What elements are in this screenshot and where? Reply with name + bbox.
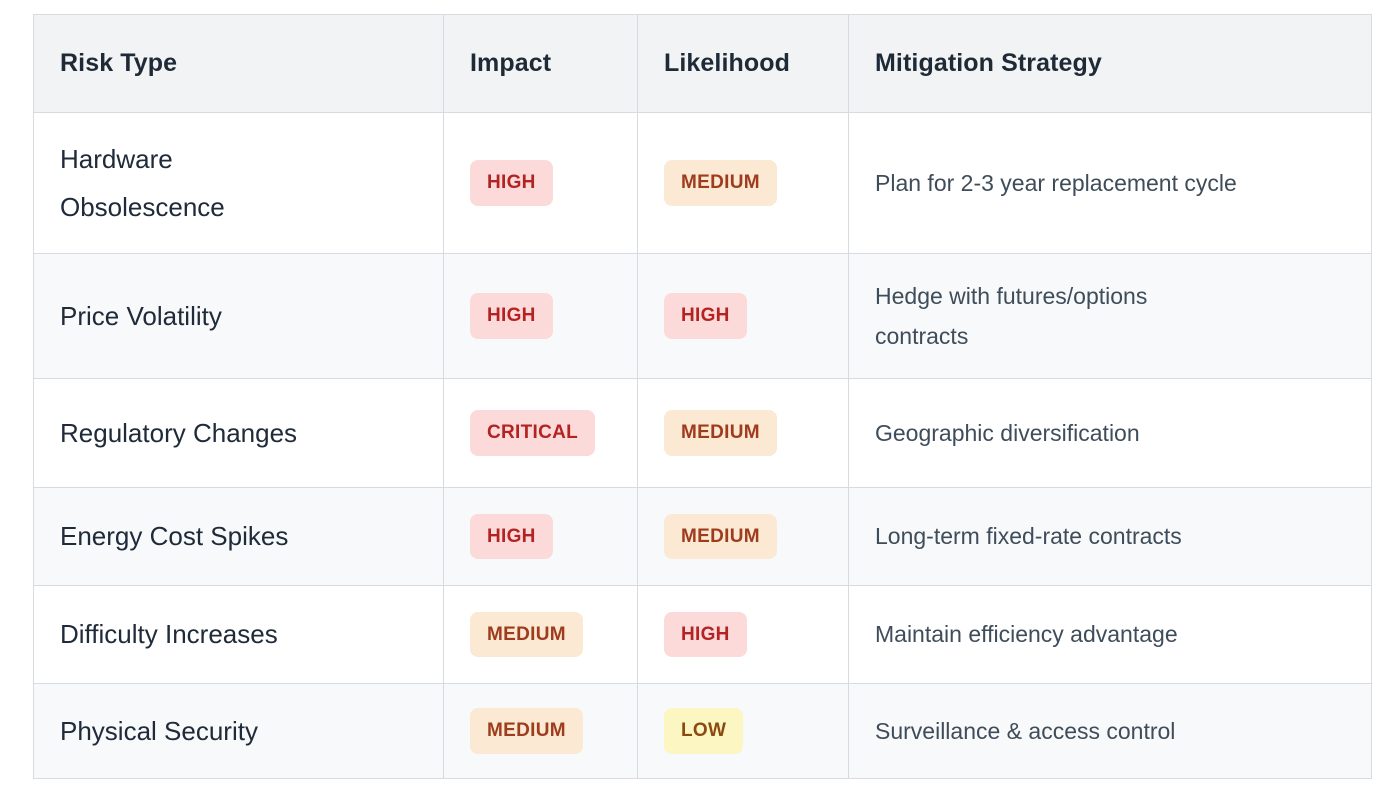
risk-type-label: Hardware Obsolescence [60, 143, 225, 222]
column-header-impact: Impact [443, 14, 638, 113]
mitigation-label: Maintain efficiency advantage [875, 621, 1178, 648]
header-row: Risk Type Impact Likelihood Mitigation S… [33, 14, 1372, 113]
column-header-mitigation-strategy: Mitigation Strategy [848, 14, 1372, 113]
risk-type-cell: Hardware Obsolescence [33, 112, 444, 254]
table-row: Price Volatility HIGH HIGH Hedge with fu… [33, 253, 1372, 379]
column-header-likelihood: Likelihood [637, 14, 849, 113]
risk-type-label: Regulatory Changes [60, 417, 298, 448]
impact-cell: MEDIUM [443, 585, 638, 684]
risk-type-cell: Energy Cost Spikes [33, 487, 444, 586]
impact-badge: CRITICAL [470, 410, 596, 456]
impact-badge: MEDIUM [470, 708, 583, 754]
table-header: Risk Type Impact Likelihood Mitigation S… [33, 14, 1372, 113]
table-body: Hardware Obsolescence HIGH MEDIUM Plan f… [33, 112, 1372, 779]
likelihood-badge: MEDIUM [664, 513, 777, 560]
risk-type-cell: Price Volatility [33, 253, 444, 379]
likelihood-badge: HIGH [664, 611, 747, 658]
likelihood-cell: HIGH [637, 585, 849, 684]
impact-badge: HIGH [470, 293, 553, 339]
risk-assessment-table: Risk Type Impact Likelihood Mitigation S… [33, 14, 1372, 779]
risk-type-label: Physical Security [60, 715, 258, 746]
risk-type-label: Difficulty Increases [60, 619, 278, 650]
mitigation-cell: Plan for 2-3 year replacement cycle [848, 112, 1372, 254]
mitigation-cell: Long-term fixed-rate contracts [848, 487, 1372, 586]
table-row: Regulatory Changes CRITICAL MEDIUM Geogr… [33, 378, 1372, 488]
impact-cell: HIGH [443, 112, 638, 254]
mitigation-label: Hedge with futures/options contracts [875, 282, 1148, 349]
table-row: Physical Security MEDIUM LOW Surveillanc… [33, 683, 1372, 779]
impact-cell: CRITICAL [443, 378, 638, 488]
mitigation-label: Surveillance & access control [875, 717, 1176, 744]
likelihood-badge: MEDIUM [664, 160, 777, 206]
table-row: Energy Cost Spikes HIGH MEDIUM Long-term… [33, 487, 1372, 586]
mitigation-cell: Geographic diversification [848, 378, 1372, 488]
risk-type-label: Energy Cost Spikes [60, 521, 289, 552]
impact-cell: MEDIUM [443, 683, 638, 779]
table-row: Difficulty Increases MEDIUM HIGH Maintai… [33, 585, 1372, 684]
impact-cell: HIGH [443, 253, 638, 379]
mitigation-cell: Surveillance & access control [848, 683, 1372, 779]
impact-badge: HIGH [470, 513, 553, 560]
likelihood-cell: LOW [637, 683, 849, 779]
mitigation-label: Plan for 2-3 year replacement cycle [875, 169, 1237, 196]
impact-badge: MEDIUM [470, 611, 583, 658]
mitigation-label: Long-term fixed-rate contracts [875, 523, 1182, 550]
likelihood-cell: MEDIUM [637, 112, 849, 254]
risk-type-cell: Difficulty Increases [33, 585, 444, 684]
likelihood-cell: MEDIUM [637, 378, 849, 488]
likelihood-badge: MEDIUM [664, 410, 777, 456]
likelihood-badge: LOW [664, 708, 744, 754]
likelihood-badge: HIGH [664, 293, 747, 339]
risk-type-cell: Regulatory Changes [33, 378, 444, 488]
risk-type-cell: Physical Security [33, 683, 444, 779]
risk-type-label: Price Volatility [60, 300, 222, 331]
table-row: Hardware Obsolescence HIGH MEDIUM Plan f… [33, 112, 1372, 254]
mitigation-cell: Hedge with futures/options contracts [848, 253, 1372, 379]
mitigation-label: Geographic diversification [875, 419, 1140, 446]
impact-cell: HIGH [443, 487, 638, 586]
likelihood-cell: HIGH [637, 253, 849, 379]
impact-badge: HIGH [470, 160, 553, 206]
mitigation-cell: Maintain efficiency advantage [848, 585, 1372, 684]
column-header-risk-type: Risk Type [33, 14, 444, 113]
likelihood-cell: MEDIUM [637, 487, 849, 586]
